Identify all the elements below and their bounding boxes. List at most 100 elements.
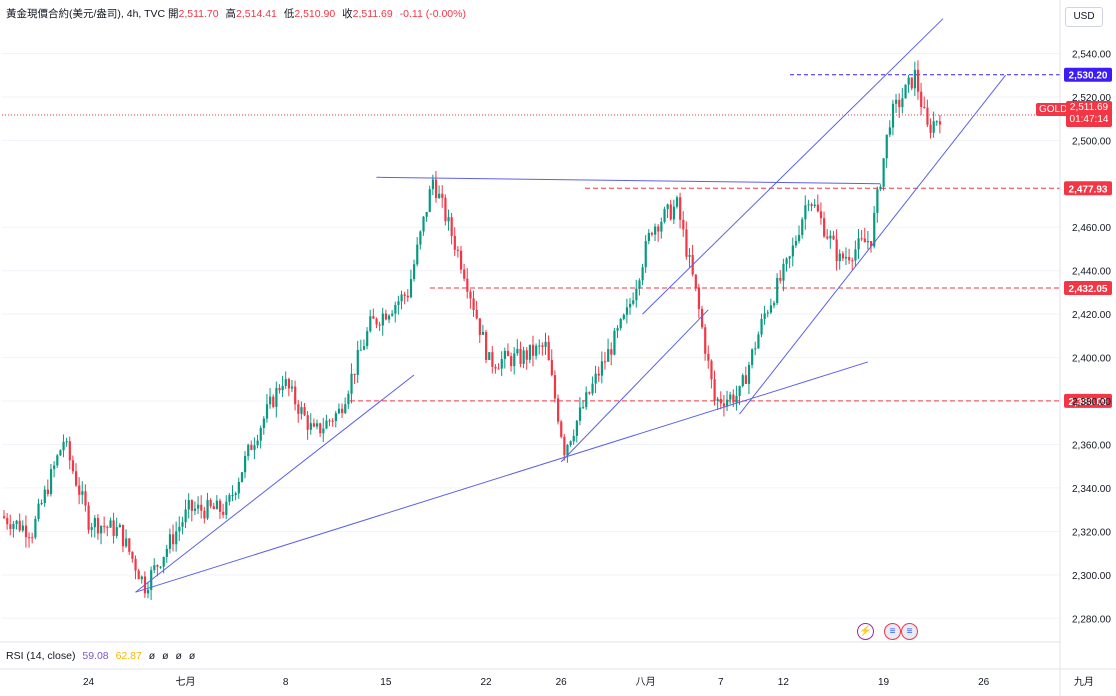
candle-body (560, 421, 563, 437)
candle-body (735, 395, 738, 403)
trendline (376, 176, 881, 185)
candle-body (178, 526, 181, 532)
candle-body (585, 392, 588, 408)
rsi-extra-3: ø (175, 650, 182, 662)
candle-body (347, 393, 350, 405)
candle-body (575, 420, 578, 436)
candle-body (137, 570, 140, 580)
candle-body (647, 232, 650, 242)
low-value: 2,510.90 (294, 8, 336, 20)
candle-body (375, 318, 378, 325)
flash-icon[interactable]: ⚡ (857, 623, 874, 640)
candle-body (816, 204, 819, 212)
rsi-legend[interactable]: RSI (14, close) 59.08 62.87 ø ø ø ø (6, 650, 195, 662)
level-price-tag (1064, 67, 1112, 82)
symbol-title[interactable]: 黃金現價合約(美元/盎司), 4h, TVC (6, 8, 166, 20)
candle-body (96, 518, 100, 534)
candle-body (115, 527, 118, 536)
candle-body (193, 508, 197, 511)
level-price-label: 2,380.09 (1069, 397, 1108, 408)
candle-body (328, 420, 331, 422)
price-tick-label: 2,500.00 (1072, 136, 1111, 147)
candle-body (757, 334, 760, 349)
horizontal-levels: 2,530.20 2,477.93 2,432.05 2,380.09 (2, 67, 1112, 408)
candle-body (488, 352, 491, 360)
candle-body (619, 318, 622, 329)
trendline (560, 309, 709, 463)
candle-body (103, 526, 106, 528)
candle-body (416, 244, 419, 265)
candle-body (851, 260, 854, 262)
candle-body (275, 387, 278, 407)
candle-body (121, 524, 125, 547)
candle-body (638, 280, 641, 289)
candle-body (747, 364, 751, 384)
candle-body (409, 279, 413, 298)
candle-body (466, 278, 469, 292)
candle-body (134, 558, 137, 571)
rsi-value-2: 62.87 (115, 650, 142, 662)
candle-body (56, 455, 59, 466)
candle-body (547, 341, 550, 361)
low-label: 低 (283, 8, 295, 20)
candle-body (910, 77, 913, 89)
candle-body (422, 216, 425, 232)
rsi-label: RSI (14, close) (6, 650, 76, 662)
candle-body (322, 428, 325, 434)
candle-body (785, 258, 788, 264)
time-tick-label: 26 (978, 677, 990, 688)
ticker-tag: GOLD (1036, 103, 1071, 116)
candle-body (506, 350, 510, 357)
candle-body (438, 193, 441, 199)
candle-body (741, 375, 744, 387)
candle-body (406, 295, 409, 298)
candle-body (228, 495, 231, 502)
candle-body (650, 232, 654, 235)
candle-body (819, 211, 823, 219)
candle-body (920, 91, 923, 108)
candle-body (666, 204, 669, 210)
candle-body (873, 212, 876, 247)
candle-body (278, 387, 281, 391)
candle-body (206, 500, 209, 519)
candle-body (43, 489, 46, 504)
close-value: 2,511.69 (352, 8, 393, 20)
candle-body (49, 469, 53, 494)
candle-body (844, 256, 848, 259)
level-price-label: 2,477.93 (1069, 184, 1108, 195)
currency-button[interactable]: USD (1065, 7, 1103, 27)
candle-body (879, 186, 882, 190)
candle-body (168, 534, 172, 549)
candle-body (810, 204, 813, 207)
candle-body (59, 450, 62, 456)
candle-body (265, 404, 269, 419)
candle-body (312, 423, 316, 427)
candle-body (531, 344, 535, 356)
us-flag-icon[interactable]: ≡ (884, 623, 901, 640)
candle-body (535, 345, 538, 356)
candle-body (669, 204, 672, 220)
rsi-extra-2: ø (162, 650, 169, 662)
candle-body (384, 313, 388, 320)
candle-body (181, 522, 184, 527)
candle-body (225, 501, 228, 515)
candle-body (622, 314, 625, 319)
candle-body (256, 440, 259, 446)
us-flag-icon[interactable]: ≡ (901, 623, 918, 640)
candle-body (538, 345, 541, 347)
candle-body (378, 324, 381, 326)
candle-body (804, 205, 807, 220)
candle-body (165, 548, 168, 557)
price-tick-label: 2,280.00 (1072, 614, 1111, 625)
candle-body (159, 566, 162, 568)
price-tick-label: 2,300.00 (1072, 571, 1111, 582)
candle-body (888, 127, 891, 135)
candle-body (300, 407, 303, 414)
candle-body (600, 361, 604, 376)
candle-body (641, 267, 644, 281)
candle-body (826, 236, 829, 239)
candle-body (463, 269, 466, 279)
candle-body (766, 312, 769, 314)
candle-body (90, 527, 93, 530)
